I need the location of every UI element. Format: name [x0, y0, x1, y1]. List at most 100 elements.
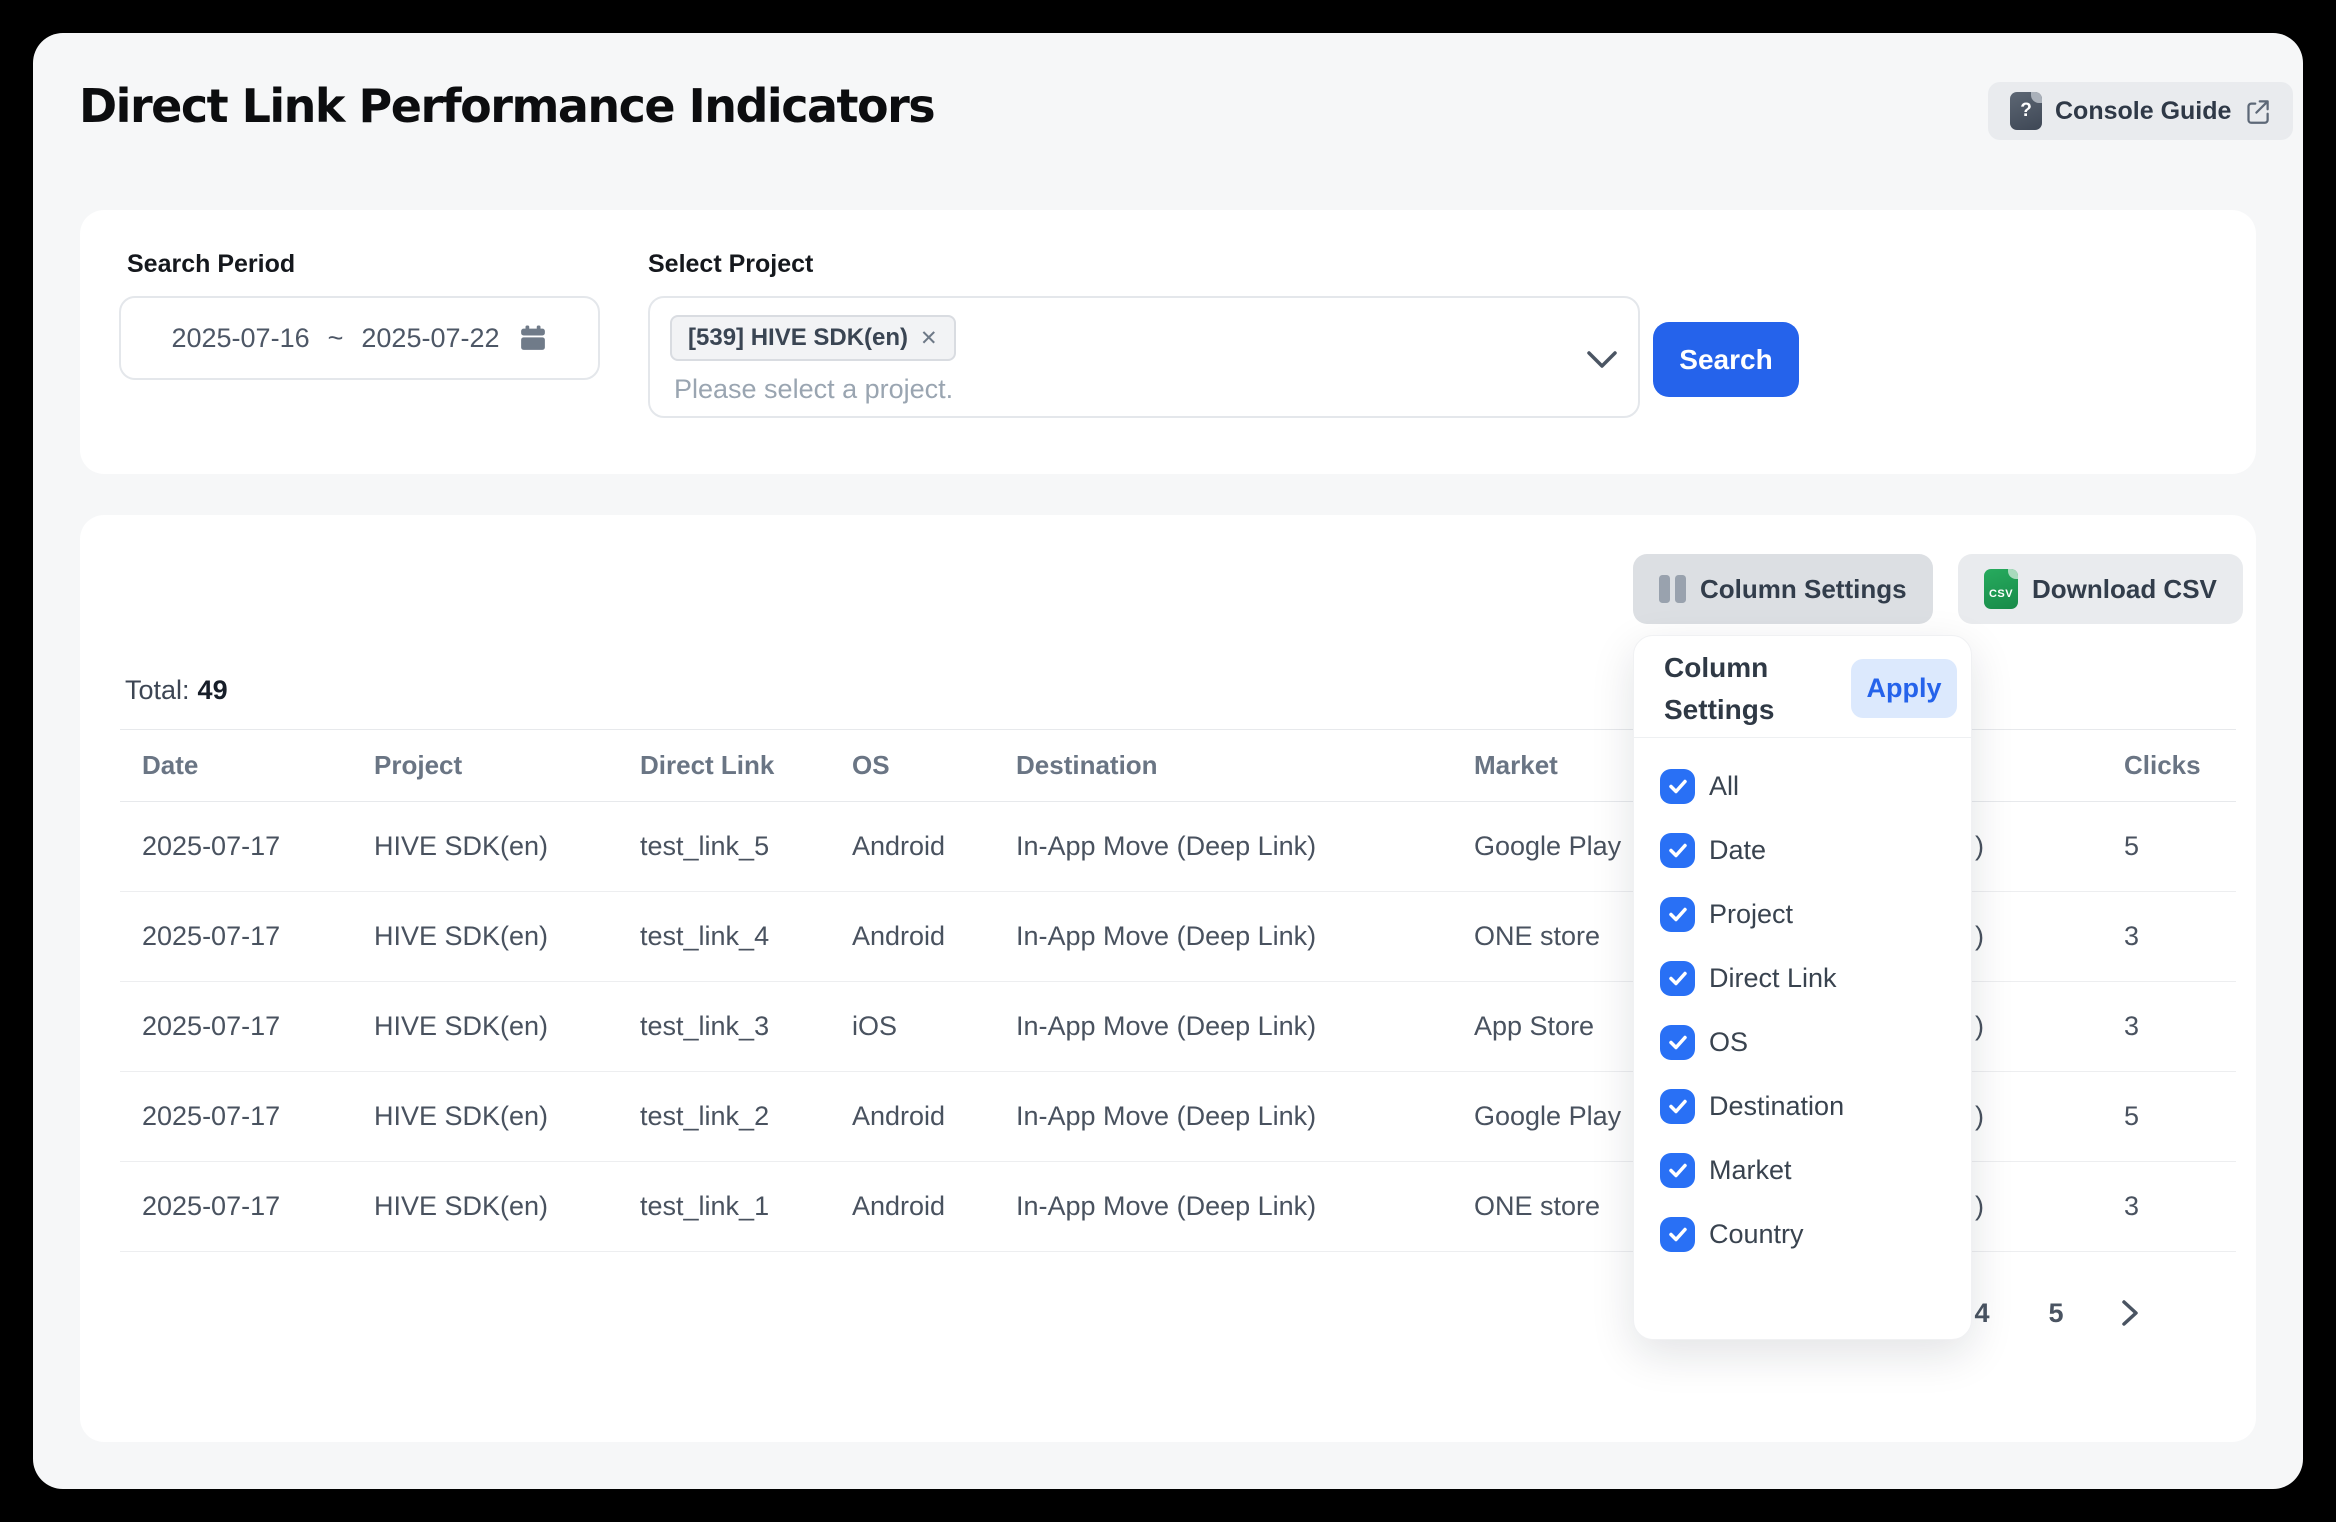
col-header-direct-link[interactable]: Direct Link	[640, 750, 775, 780]
remove-chip-icon[interactable]: ✕	[920, 326, 938, 350]
col-header-date[interactable]: Date	[142, 750, 199, 780]
cell-os: Android	[852, 921, 946, 951]
cell-market: Google Play	[1474, 831, 1622, 861]
cell-project: HIVE SDK(en)	[374, 1191, 549, 1221]
help-document-icon: ?	[2010, 92, 2042, 130]
column-settings-panel-header: Column Settings Apply	[1634, 636, 1971, 738]
table-row: 2025-07-17 HIVE SDK(en) test_link_2 Andr…	[120, 1072, 2236, 1162]
main-card: Direct Link Performance Indicators ? Con…	[33, 33, 2303, 1489]
col-header-project[interactable]: Project	[374, 750, 463, 780]
cell-destination: In-App Move (Deep Link)	[1016, 1011, 1317, 1041]
checkbox-checked-icon[interactable]	[1660, 768, 1695, 804]
checkbox-checked-icon[interactable]	[1660, 832, 1695, 868]
cell-direct-link: test_link_4	[640, 921, 770, 951]
column-option-direct-link[interactable]: Direct Link	[1660, 946, 1945, 1010]
column-option-destination[interactable]: Destination	[1660, 1074, 1945, 1138]
checkbox-checked-icon[interactable]	[1660, 1216, 1695, 1252]
cell-date: 2025-07-17	[142, 921, 281, 951]
cell-os: iOS	[852, 1011, 898, 1041]
checkbox-checked-icon[interactable]	[1660, 960, 1695, 996]
table-header-row: Date Project Direct Link OS Destination …	[120, 729, 2236, 802]
columns-icon	[1659, 575, 1686, 603]
project-placeholder: Please select a project.	[674, 374, 954, 404]
download-csv-button[interactable]: CSV Download CSV	[1958, 554, 2243, 624]
cell-project: HIVE SDK(en)	[374, 1101, 549, 1131]
column-option-date[interactable]: Date	[1660, 818, 1945, 882]
cell-date: 2025-07-17	[142, 1011, 281, 1041]
page-button-5[interactable]: 5	[2048, 1297, 2064, 1328]
column-option-os[interactable]: OS	[1660, 1010, 1945, 1074]
cell-destination: In-App Move (Deep Link)	[1016, 1191, 1317, 1221]
cell-country-partial: )	[1975, 921, 1984, 951]
total-value: 49	[197, 675, 228, 705]
total-count: Total: 49	[125, 675, 228, 705]
console-guide-button[interactable]: ? Console Guide	[1988, 82, 2294, 140]
cell-date: 2025-07-17	[142, 1101, 281, 1131]
apply-button[interactable]: Apply	[1851, 659, 1957, 718]
cell-project: HIVE SDK(en)	[374, 831, 549, 861]
cell-clicks: 3	[2124, 1011, 2140, 1041]
select-project-label: Select Project	[648, 250, 814, 278]
page-button-4[interactable]: 4	[1974, 1297, 1990, 1328]
selected-project-chip: [539] HIVE SDK(en) ✕	[670, 315, 956, 361]
cell-clicks: 3	[2124, 921, 2140, 951]
date-range-input[interactable]: 2025-07-16 ~ 2025-07-22	[119, 296, 600, 380]
cell-country-partial: )	[1975, 1191, 1984, 1221]
column-settings-button[interactable]: Column Settings	[1633, 554, 1933, 624]
cell-clicks: 5	[2124, 831, 2140, 861]
date-end: 2025-07-22	[361, 322, 500, 353]
column-option-market[interactable]: Market	[1660, 1138, 1945, 1202]
selected-project-chip-label: [539] HIVE SDK(en)	[688, 324, 909, 351]
next-page-button[interactable]	[2107, 1285, 2153, 1341]
cell-destination: In-App Move (Deep Link)	[1016, 1101, 1317, 1131]
column-option-all[interactable]: All	[1660, 754, 1945, 818]
column-option-country[interactable]: Country	[1660, 1202, 1945, 1266]
cell-market: Google Play	[1474, 1101, 1622, 1131]
cell-project: HIVE SDK(en)	[374, 1011, 549, 1041]
checkbox-checked-icon[interactable]	[1660, 1152, 1695, 1188]
table-row: 2025-07-17 HIVE SDK(en) test_link_4 Andr…	[120, 892, 2236, 982]
data-table: Date Project Direct Link OS Destination …	[120, 729, 2236, 1252]
column-option-project[interactable]: Project	[1660, 882, 1945, 946]
table-row: 2025-07-17 HIVE SDK(en) test_link_5 Andr…	[120, 802, 2236, 892]
cell-date: 2025-07-17	[142, 1191, 281, 1221]
date-start: 2025-07-16	[171, 322, 310, 353]
cell-country-partial: )	[1975, 1101, 1984, 1131]
cell-destination: In-App Move (Deep Link)	[1016, 831, 1317, 861]
table-row: 2025-07-17 HIVE SDK(en) test_link_3 iOS …	[120, 982, 2236, 1072]
cell-country-partial: )	[1975, 1011, 1984, 1041]
column-settings-panel-title: Column Settings	[1664, 651, 1775, 725]
column-options-list: All Date Project Direct Link OS	[1634, 738, 1971, 1266]
cell-destination: In-App Move (Deep Link)	[1016, 921, 1317, 951]
column-settings-panel: Column Settings Apply All Date Project	[1633, 635, 1972, 1340]
cell-market: App Store	[1474, 1011, 1595, 1041]
cell-os: Android	[852, 831, 946, 861]
calendar-icon	[518, 323, 548, 353]
page-title: Direct Link Performance Indicators	[79, 79, 936, 133]
checkbox-checked-icon[interactable]	[1660, 1024, 1695, 1060]
cell-clicks: 3	[2124, 1191, 2140, 1221]
cell-direct-link: test_link_1	[640, 1191, 770, 1221]
cell-direct-link: test_link_2	[640, 1101, 770, 1131]
col-header-clicks[interactable]: Clicks	[2124, 750, 2201, 780]
table-row: 2025-07-17 HIVE SDK(en) test_link_1 Andr…	[120, 1162, 2236, 1252]
checkbox-checked-icon[interactable]	[1660, 896, 1695, 932]
chevron-down-icon[interactable]	[1586, 350, 1618, 375]
col-header-destination[interactable]: Destination	[1016, 750, 1158, 780]
project-multiselect[interactable]: [539] HIVE SDK(en) ✕ Please select a pro…	[648, 296, 1640, 418]
cell-os: Android	[852, 1101, 946, 1131]
col-header-os[interactable]: OS	[852, 750, 890, 780]
search-period-label: Search Period	[127, 250, 296, 278]
cell-clicks: 5	[2124, 1101, 2140, 1131]
filter-panel: Search Period 2025-07-16 ~ 2025-07-22 Se…	[80, 210, 2256, 474]
col-header-market[interactable]: Market	[1474, 750, 1558, 780]
date-separator: ~	[327, 322, 344, 353]
checkbox-checked-icon[interactable]	[1660, 1088, 1695, 1124]
search-button[interactable]: Search	[1653, 322, 1799, 397]
chevron-right-icon	[2122, 1300, 2138, 1326]
console-guide-label: Console Guide	[2055, 96, 2232, 125]
cell-direct-link: test_link_3	[640, 1011, 770, 1041]
external-link-icon	[2247, 99, 2270, 124]
cell-market: ONE store	[1474, 1191, 1601, 1221]
